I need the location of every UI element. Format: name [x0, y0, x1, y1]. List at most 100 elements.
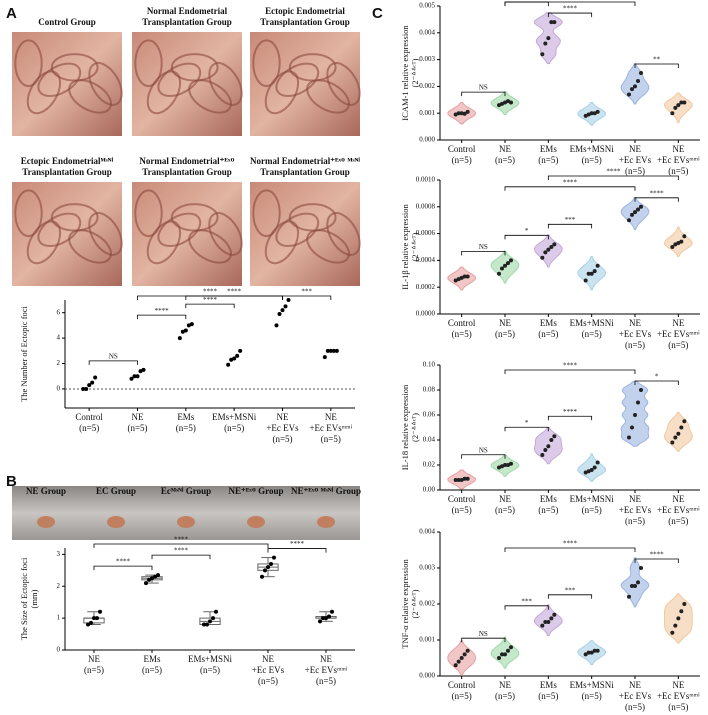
data-point: [679, 239, 684, 244]
data-point: [636, 207, 640, 212]
x-tick-label: Control: [448, 318, 476, 328]
x-tick-label: (n=5): [84, 665, 104, 675]
data-point: [462, 476, 467, 481]
data-point: [636, 79, 640, 84]
photo-detail: [264, 220, 300, 265]
x-tick-label: NE: [629, 680, 641, 690]
photo-caption: Normal Endometrial: [147, 6, 228, 16]
data-point: [630, 425, 634, 430]
data-point: [639, 71, 643, 75]
data-point: [456, 659, 461, 664]
photo-detail: [326, 212, 361, 256]
x-tick-label: NE: [629, 318, 641, 328]
x-tick-label: NE: [88, 654, 100, 664]
significance-label: ****: [203, 288, 218, 296]
photo-detail: [134, 39, 163, 88]
significance-label: ****: [563, 408, 578, 416]
data-point: [506, 648, 510, 653]
significance-bracket: [634, 197, 679, 202]
significance-bracket: [461, 251, 506, 256]
data-point: [226, 362, 231, 367]
y-tick-label: 0.004: [419, 28, 435, 36]
significance-bracket: [504, 1, 549, 7]
data-point: [679, 100, 684, 105]
y-tick-label: 0: [57, 646, 61, 654]
data-point: [679, 425, 684, 430]
data-point: [462, 274, 467, 279]
data-point: [453, 112, 458, 117]
data-point: [500, 266, 504, 271]
data-point: [500, 652, 504, 657]
significance-label: ***: [565, 216, 576, 224]
data-point: [673, 105, 678, 110]
data-point: [205, 622, 209, 627]
y-tick-label: 3: [57, 550, 61, 558]
y-tick-label: 4: [57, 334, 61, 342]
significance-bracket: [634, 558, 679, 563]
x-tick-label: (n=5): [668, 166, 688, 176]
significance-label: ****: [203, 296, 218, 304]
y-tick-label: 0.02: [423, 461, 436, 469]
data-point: [583, 278, 588, 283]
significance-label: ***: [565, 586, 576, 594]
x-tick-label: +Ec EVsᵐᵐⁱ: [657, 691, 700, 701]
data-point: [543, 250, 548, 255]
significance-bracket: [504, 605, 549, 610]
data-point: [682, 100, 687, 105]
data-point: [670, 245, 675, 249]
data-point: [552, 612, 557, 617]
x-tick-label: (n=5): [625, 166, 645, 176]
data-point: [549, 438, 554, 442]
x-tick-label: +Ec EVsᵐᵐⁱ: [657, 155, 700, 165]
x-tick-label: Control: [448, 680, 476, 690]
data-point: [135, 374, 140, 379]
y-tick-label: 0.000: [419, 136, 435, 144]
data-point: [324, 616, 328, 621]
data-point: [633, 84, 637, 89]
x-tick-label: +Ec EVs: [619, 691, 652, 701]
significance-label: *: [568, 0, 572, 2]
data-point: [633, 413, 637, 417]
violin: [620, 557, 650, 608]
x-tick-label: +Ec EVsᵐᵐⁱ: [657, 329, 700, 339]
significance-bracket: [93, 543, 269, 548]
data-point: [266, 565, 270, 570]
data-point: [156, 573, 160, 578]
photo-caption: Normal Endometrial⁺ᴱˣᴼ ᴹˢᴺⁱ: [250, 155, 360, 166]
data-point: [509, 461, 513, 466]
data-point: [334, 348, 339, 353]
x-tick-label: (n=5): [668, 702, 688, 712]
data-point: [552, 20, 557, 25]
y-tick-label: 0.001: [419, 109, 435, 117]
x-tick-label: NE: [262, 654, 274, 664]
data-point: [627, 594, 631, 599]
significance-bracket: [634, 63, 679, 68]
data-point: [540, 255, 545, 260]
significance-label: ****: [563, 178, 578, 186]
y-tick-label: 0.04: [423, 436, 436, 444]
significance-label: NS: [479, 84, 488, 92]
x-tick-label: (n=5): [272, 434, 292, 444]
x-tick-label: EMs: [143, 654, 161, 664]
data-point: [509, 258, 513, 263]
data-point: [589, 111, 594, 116]
x-tick-label: +Ec EVs: [619, 155, 652, 165]
data-point: [144, 581, 148, 586]
data-point: [540, 453, 545, 457]
y-tick-label: 0.0000: [416, 310, 436, 318]
x-tick-label: NE: [499, 318, 511, 328]
data-point: [673, 242, 678, 247]
data-point: [153, 574, 157, 579]
photo-detail: [208, 212, 243, 256]
data-point: [274, 323, 279, 328]
data-point: [546, 247, 551, 252]
data-point: [506, 261, 510, 266]
data-point: [627, 218, 631, 223]
data-point: [202, 622, 206, 627]
data-point: [321, 616, 325, 621]
significance-label: ****: [174, 536, 189, 544]
data-point: [583, 470, 588, 475]
data-point: [453, 663, 458, 668]
x-tick-label: EMs+MSNi: [570, 318, 615, 328]
significance-bracket: [93, 565, 153, 571]
